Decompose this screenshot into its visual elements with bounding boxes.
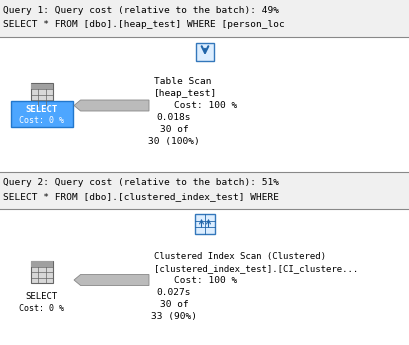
Bar bbox=[196, 43, 213, 61]
Bar bbox=[11, 101, 73, 128]
Bar bbox=[0, 0, 409, 37]
Text: Cost: 0 %: Cost: 0 % bbox=[20, 304, 64, 313]
Text: Table Scan: Table Scan bbox=[154, 78, 211, 87]
Bar bbox=[195, 214, 214, 234]
Text: SELECT * FROM [dbo].[clustered_index_test] WHERE: SELECT * FROM [dbo].[clustered_index_tes… bbox=[3, 192, 278, 201]
Text: SELECT: SELECT bbox=[26, 105, 58, 114]
Text: SELECT * FROM [dbo].[heap_test] WHERE [person_loc: SELECT * FROM [dbo].[heap_test] WHERE [p… bbox=[3, 20, 284, 29]
Text: 30 of: 30 of bbox=[159, 126, 188, 135]
Bar bbox=[31, 261, 53, 283]
Text: Query 1: Query cost (relative to the batch): 49%: Query 1: Query cost (relative to the bat… bbox=[3, 6, 278, 15]
Text: 33 (90%): 33 (90%) bbox=[151, 312, 196, 321]
Text: Cost: 0 %: Cost: 0 % bbox=[20, 116, 64, 125]
Bar bbox=[31, 83, 53, 89]
Text: 30 (100%): 30 (100%) bbox=[148, 138, 200, 147]
Bar bbox=[31, 83, 53, 106]
Bar bbox=[0, 172, 409, 209]
Polygon shape bbox=[74, 100, 148, 111]
Text: Query 2: Query cost (relative to the batch): 51%: Query 2: Query cost (relative to the bat… bbox=[3, 178, 278, 187]
Bar bbox=[31, 261, 53, 266]
Text: Cost: 100 %: Cost: 100 % bbox=[173, 101, 237, 110]
Text: [clustered_index_test].[CI_clustere...: [clustered_index_test].[CI_clustere... bbox=[154, 264, 357, 273]
Text: Clustered Index Scan (Clustered): Clustered Index Scan (Clustered) bbox=[154, 252, 325, 261]
Text: [heap_test]: [heap_test] bbox=[154, 89, 217, 99]
Text: SELECT: SELECT bbox=[26, 292, 58, 301]
Text: 0.018s: 0.018s bbox=[156, 114, 191, 122]
Text: Cost: 100 %: Cost: 100 % bbox=[173, 276, 237, 285]
Text: 0.027s: 0.027s bbox=[156, 288, 191, 297]
Polygon shape bbox=[74, 275, 148, 286]
Text: 30 of: 30 of bbox=[159, 300, 188, 309]
